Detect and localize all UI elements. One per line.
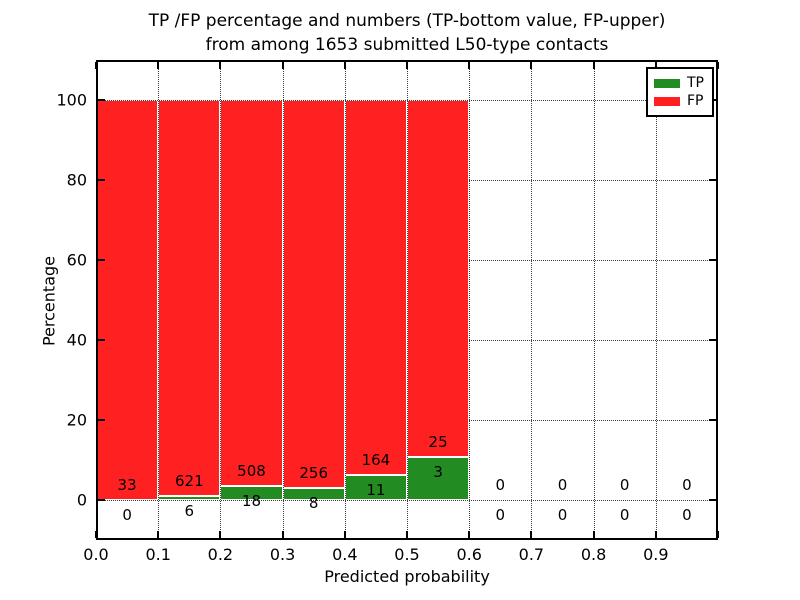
tp-count-label: 0 xyxy=(495,506,506,524)
v-gridline xyxy=(158,60,160,540)
x-tick-label: 0.3 xyxy=(269,545,296,564)
y-tick-label: 100 xyxy=(56,90,87,110)
v-gridline xyxy=(469,60,471,540)
fp-count-label: 164 xyxy=(361,450,391,469)
y-tick-mark xyxy=(709,419,716,421)
tp-bar-segment xyxy=(344,474,407,500)
tp-count-label: 3 xyxy=(433,463,443,482)
v-gridline xyxy=(220,60,222,540)
y-tick-mark xyxy=(98,339,105,341)
y-tick-label: 80 xyxy=(66,170,87,190)
legend-item-fp: FP xyxy=(654,92,706,110)
x-tick-mark xyxy=(406,531,408,538)
fp-bar-segment xyxy=(407,100,470,458)
y-tick-mark xyxy=(98,99,105,101)
x-tick-mark xyxy=(593,531,595,538)
tp-count-label: 0 xyxy=(619,506,630,524)
y-tick-label: 60 xyxy=(66,250,87,270)
x-tick-mark xyxy=(344,62,346,69)
fp-count-label: 0 xyxy=(495,476,506,494)
tp-legend-swatch-icon xyxy=(654,78,680,88)
fp-legend-swatch-icon xyxy=(654,96,680,106)
v-gridline xyxy=(593,60,595,540)
x-tick-label: 0.2 xyxy=(207,545,234,564)
fp-bar-segment xyxy=(96,100,159,500)
fp-count-label: 0 xyxy=(557,476,568,494)
x-tick-mark xyxy=(406,62,408,69)
x-tick-label: 0.8 xyxy=(580,545,607,564)
x-tick-mark xyxy=(530,62,532,69)
chart-title: TP /FP percentage and numbers (TP-bottom… xyxy=(96,9,718,57)
chart-title-line1: TP /FP percentage and numbers (TP-bottom… xyxy=(148,11,666,31)
v-gridline xyxy=(407,60,408,540)
y-tick-mark xyxy=(709,339,716,341)
y-tick-mark xyxy=(98,179,105,181)
tp-count-label: 6 xyxy=(184,502,195,521)
fp-legend-label: FP xyxy=(687,93,704,109)
fp-count-label: 621 xyxy=(174,472,204,491)
x-tick-label: 0.7 xyxy=(518,545,545,564)
x-tick-mark xyxy=(468,62,470,69)
y-tick-mark xyxy=(709,499,716,501)
tp-count-label: 18 xyxy=(241,492,262,511)
x-tick-label: 0.1 xyxy=(145,545,171,564)
x-tick-label: 0.4 xyxy=(332,545,358,564)
legend: TP FP xyxy=(646,67,714,117)
x-tick-mark xyxy=(157,62,159,69)
v-gridline xyxy=(655,60,657,540)
x-tick-label: 0.6 xyxy=(456,545,482,564)
x-tick-mark xyxy=(219,531,221,538)
y-tick-label: 40 xyxy=(66,330,87,350)
plot-area: 0.0 0.1 0.2 0.3 0.4 0.5 0.6 0.7 0.8 0.9 0 20 40 60 80 1… xyxy=(56,60,719,564)
y-tick-mark xyxy=(709,259,716,261)
tp-count-label: 0 xyxy=(557,506,568,524)
x-tick-mark xyxy=(282,531,284,538)
fp-count-label: 33 xyxy=(117,476,137,494)
x-tick-label: 0.9 xyxy=(643,545,669,564)
tp-legend-label: TP xyxy=(687,75,704,91)
tp-count-label: 11 xyxy=(366,480,386,499)
x-axis-label: Predicted probability xyxy=(324,567,490,586)
x-tick-mark xyxy=(219,62,221,69)
v-gridline xyxy=(344,60,346,540)
tp-count-label: 0 xyxy=(122,506,132,524)
x-tick-mark xyxy=(157,531,159,538)
fp-count-label: 508 xyxy=(237,462,266,481)
x-tick-label: 0.5 xyxy=(394,545,420,564)
x-tick-mark xyxy=(95,62,97,69)
fp-count-label: 0 xyxy=(682,476,692,494)
x-tick-mark xyxy=(95,531,97,538)
x-tick-mark xyxy=(655,531,657,538)
y-tick-mark xyxy=(709,179,716,181)
x-tick-mark xyxy=(530,531,532,538)
x-tick-mark xyxy=(593,62,595,69)
y-tick-mark xyxy=(98,259,105,261)
fp-bar-segment xyxy=(282,100,345,488)
fp-count-label: 0 xyxy=(619,476,630,494)
legend-item-tp: TP xyxy=(654,74,706,92)
y-tick-label: 20 xyxy=(66,410,87,430)
fp-bar-segment xyxy=(344,100,407,475)
tp-count-label: 0 xyxy=(682,506,692,524)
fp-count-label: 256 xyxy=(299,463,329,482)
y-tick-mark xyxy=(98,419,105,421)
y-tick-mark xyxy=(98,499,105,501)
y-axis-label: Percentage xyxy=(39,255,59,347)
v-gridline xyxy=(531,60,533,540)
x-tick-mark xyxy=(655,62,657,69)
fp-bar-segment xyxy=(220,100,283,487)
y-tick-label: 0 xyxy=(76,490,87,510)
x-tick-label: 0.0 xyxy=(83,545,109,564)
x-tick-mark xyxy=(717,531,719,538)
v-gridline xyxy=(282,60,284,540)
chart-title-line2: from among 1653 submitted L50-type conta… xyxy=(205,35,609,55)
x-tick-mark xyxy=(282,62,284,69)
x-tick-mark xyxy=(717,62,719,69)
tp-count-label: 8 xyxy=(308,493,319,512)
fp-count-label: 25 xyxy=(428,433,448,452)
x-tick-mark xyxy=(344,531,346,538)
fp-bar-segment xyxy=(158,100,221,497)
x-tick-mark xyxy=(468,531,470,538)
